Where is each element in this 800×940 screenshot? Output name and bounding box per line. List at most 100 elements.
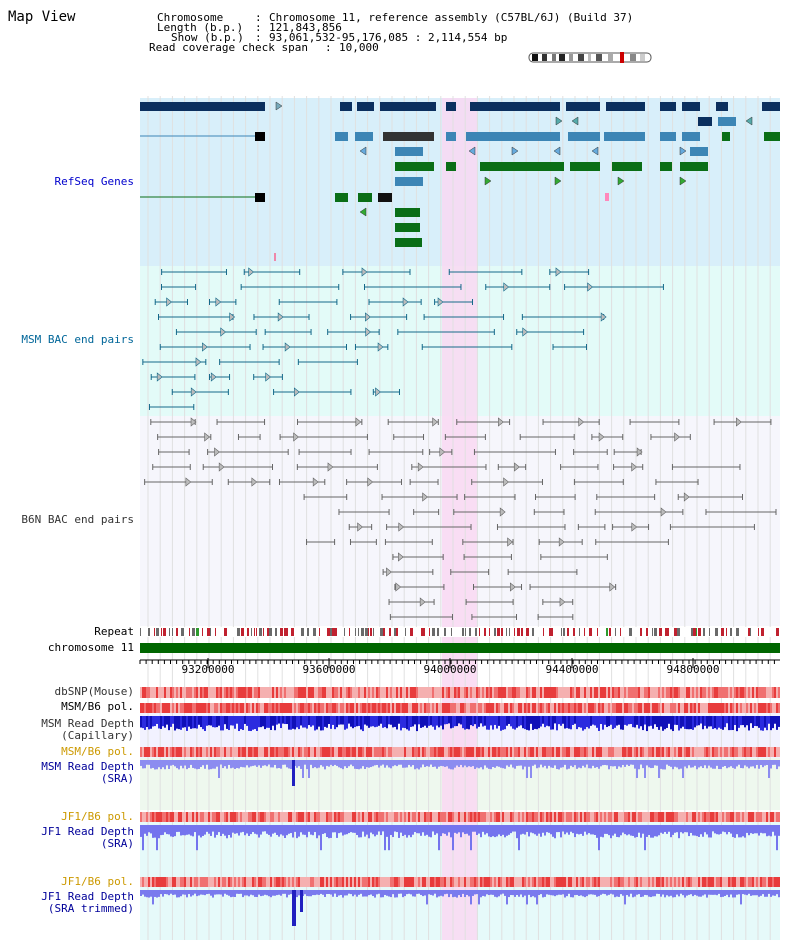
polymorphism-bin bbox=[446, 812, 448, 822]
track-label-repeat[interactable]: Repeat bbox=[94, 625, 134, 638]
polymorphism-bin bbox=[458, 687, 460, 698]
depth-bin bbox=[762, 760, 764, 768]
polymorphism-bin bbox=[500, 812, 502, 822]
polymorphism-bin bbox=[676, 812, 678, 822]
track-label-chromosome[interactable]: chromosome 11 bbox=[47, 641, 134, 654]
depth-bin bbox=[162, 825, 164, 835]
depth-bin bbox=[358, 825, 360, 838]
polymorphism-bin bbox=[398, 703, 400, 713]
polymorphism-bin bbox=[692, 703, 694, 713]
depth-bin bbox=[680, 890, 682, 894]
polymorphism-bin bbox=[502, 747, 504, 757]
polymorphism-bin bbox=[700, 687, 702, 698]
polymorphism-bin bbox=[264, 703, 266, 713]
track-label-b6n-bac[interactable]: B6N BAC end pairs bbox=[21, 514, 134, 526]
depth-bin bbox=[326, 825, 328, 838]
polymorphism-bin bbox=[466, 877, 468, 887]
depth-bin bbox=[694, 825, 696, 836]
depth-bin bbox=[194, 890, 196, 894]
gene-feature bbox=[606, 102, 645, 111]
polymorphism-bin bbox=[156, 703, 158, 713]
polymorphism-bin bbox=[204, 812, 206, 822]
track-label-msm-bac[interactable]: MSM BAC end pairs bbox=[21, 334, 134, 346]
polymorphism-bin bbox=[734, 812, 736, 822]
polymorphism-bin bbox=[216, 812, 218, 822]
polymorphism-bin bbox=[498, 687, 500, 698]
polymorphism-bin bbox=[238, 877, 240, 887]
polymorphism-bin bbox=[186, 877, 188, 887]
depth-bin bbox=[514, 825, 516, 832]
depth-bin bbox=[272, 890, 274, 896]
polymorphism-bin bbox=[224, 877, 226, 887]
depth-bin bbox=[368, 760, 370, 768]
depth-bin bbox=[676, 890, 678, 895]
bac-end-arrow bbox=[377, 342, 384, 352]
depth-bin bbox=[378, 716, 380, 726]
depth-bin bbox=[208, 716, 210, 726]
depth-bin bbox=[510, 890, 512, 896]
depth-bin bbox=[726, 825, 728, 835]
polymorphism-bin bbox=[476, 747, 478, 757]
track-label-dbsnp[interactable]: dbSNP(Mouse) bbox=[54, 685, 134, 698]
polymorphism-bin bbox=[200, 812, 202, 822]
repeat-element bbox=[609, 628, 611, 636]
polymorphism-bin bbox=[522, 747, 524, 757]
depth-bin bbox=[732, 760, 734, 768]
polymorphism-bin bbox=[730, 812, 732, 822]
polymorphism-bin bbox=[670, 812, 672, 822]
polymorphism-bin bbox=[666, 812, 668, 822]
polymorphism-bin bbox=[528, 747, 530, 757]
depth-bin bbox=[302, 825, 304, 835]
track-label-msm-b6-pol[interactable]: MSM/B6 pol. bbox=[61, 700, 134, 713]
depth-bin bbox=[258, 825, 260, 838]
depth-bin bbox=[474, 890, 476, 895]
polymorphism-bin bbox=[420, 877, 422, 887]
repeat-element bbox=[176, 628, 178, 636]
polymorphism-bin bbox=[554, 812, 556, 822]
repeat-element bbox=[161, 628, 162, 636]
polymorphism-bin bbox=[698, 877, 700, 887]
polymorphism-bin bbox=[276, 877, 278, 887]
depth-bin bbox=[476, 890, 478, 895]
polymorphism-bin bbox=[718, 812, 720, 822]
track-label-msm-depth-sra[interactable]: MSM Read Depth bbox=[41, 760, 134, 773]
depth-bin bbox=[296, 825, 298, 839]
polymorphism-bin bbox=[280, 812, 282, 822]
depth-bin bbox=[512, 890, 514, 896]
track-label-jf1-depth-trimmed[interactable]: JF1 Read Depth bbox=[41, 890, 134, 903]
depth-bin bbox=[300, 890, 302, 897]
depth-bin bbox=[288, 825, 290, 834]
polymorphism-bin bbox=[726, 877, 728, 887]
track-label-refseq-genes[interactable]: RefSeq Genes bbox=[55, 176, 134, 188]
polymorphism-bin bbox=[222, 747, 224, 757]
track-label-jf1-b6-pol[interactable]: JF1/B6 pol. bbox=[61, 810, 134, 823]
depth-bin bbox=[488, 716, 490, 730]
track-label-jf1-depth-sra[interactable]: JF1 Read Depth bbox=[41, 825, 134, 838]
depth-bin bbox=[256, 825, 258, 835]
polymorphism-bin bbox=[214, 687, 216, 698]
polymorphism-bin bbox=[624, 877, 626, 887]
polymorphism-bin bbox=[376, 877, 378, 887]
track-label-msm-depth-capillary[interactable]: MSM Read Depth bbox=[41, 717, 134, 730]
polymorphism-bin bbox=[320, 703, 322, 713]
polymorphism-bin bbox=[146, 747, 148, 757]
gene-feature bbox=[446, 162, 456, 171]
depth-bin bbox=[622, 760, 624, 765]
repeat-element bbox=[479, 628, 480, 636]
chromosome-ideogram[interactable] bbox=[528, 51, 654, 65]
depth-bin bbox=[494, 825, 496, 838]
track-label-msm-b6-pol-sra[interactable]: MSM/B6 pol. bbox=[61, 745, 134, 758]
depth-bin bbox=[198, 890, 200, 896]
depth-bin bbox=[498, 716, 500, 726]
depth-bin bbox=[568, 825, 570, 835]
depth-bin bbox=[332, 825, 334, 833]
repeat-element bbox=[365, 628, 368, 636]
polymorphism-bin bbox=[770, 747, 772, 757]
polymorphism-bin bbox=[202, 877, 204, 887]
repeat-element bbox=[396, 628, 398, 636]
track-label-jf1-b6-pol-trim[interactable]: JF1/B6 pol. bbox=[61, 875, 134, 888]
polymorphism-bin bbox=[484, 703, 486, 713]
polymorphism-bin bbox=[168, 877, 170, 887]
polymorphism-bin bbox=[196, 812, 198, 822]
